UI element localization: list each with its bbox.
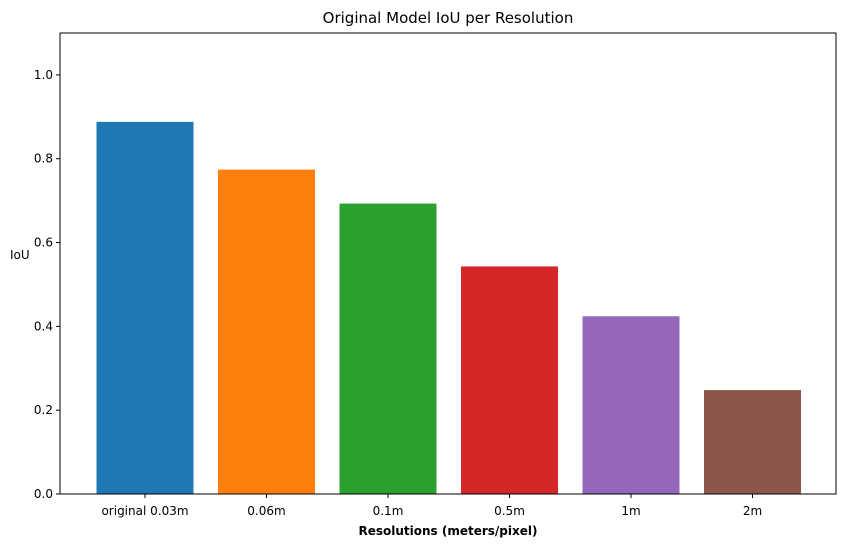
y-tick-label-0: 0.0 xyxy=(34,487,53,501)
y-axis: 0.0 0.2 0.4 0.6 0.8 1.0 xyxy=(34,68,60,501)
x-tick-label-1: 0.06m xyxy=(247,504,285,518)
x-tick-label-4: 1m xyxy=(621,504,640,518)
bar-3 xyxy=(461,266,558,494)
y-tick-label-2: 0.4 xyxy=(34,319,53,333)
x-tick-label-5: 2m xyxy=(743,504,762,518)
x-axis: original 0.03m 0.06m 0.1m 0.5m 1m 2m xyxy=(101,494,762,518)
y-axis-label: IoU xyxy=(10,248,30,262)
x-tick-label-3: 0.5m xyxy=(494,504,525,518)
bar-5 xyxy=(704,390,801,494)
bars-group xyxy=(96,121,801,494)
bar-0 xyxy=(96,121,194,494)
plot-frame xyxy=(59,32,837,495)
y-tick-label-4: 0.8 xyxy=(34,152,53,166)
x-axis-label: Resolutions (meters/pixel) xyxy=(358,524,537,538)
bar-4 xyxy=(582,316,680,494)
bar-2 xyxy=(339,203,437,494)
y-tick-label-1: 0.2 xyxy=(34,403,53,417)
y-tick-label-5: 1.0 xyxy=(34,68,53,82)
bar-1 xyxy=(218,169,315,494)
chart-title: Original Model IoU per Resolution xyxy=(323,9,574,27)
y-tick-label-3: 0.6 xyxy=(34,236,53,250)
x-tick-label-0: original 0.03m xyxy=(101,504,188,518)
x-tick-label-2: 0.1m xyxy=(373,504,404,518)
